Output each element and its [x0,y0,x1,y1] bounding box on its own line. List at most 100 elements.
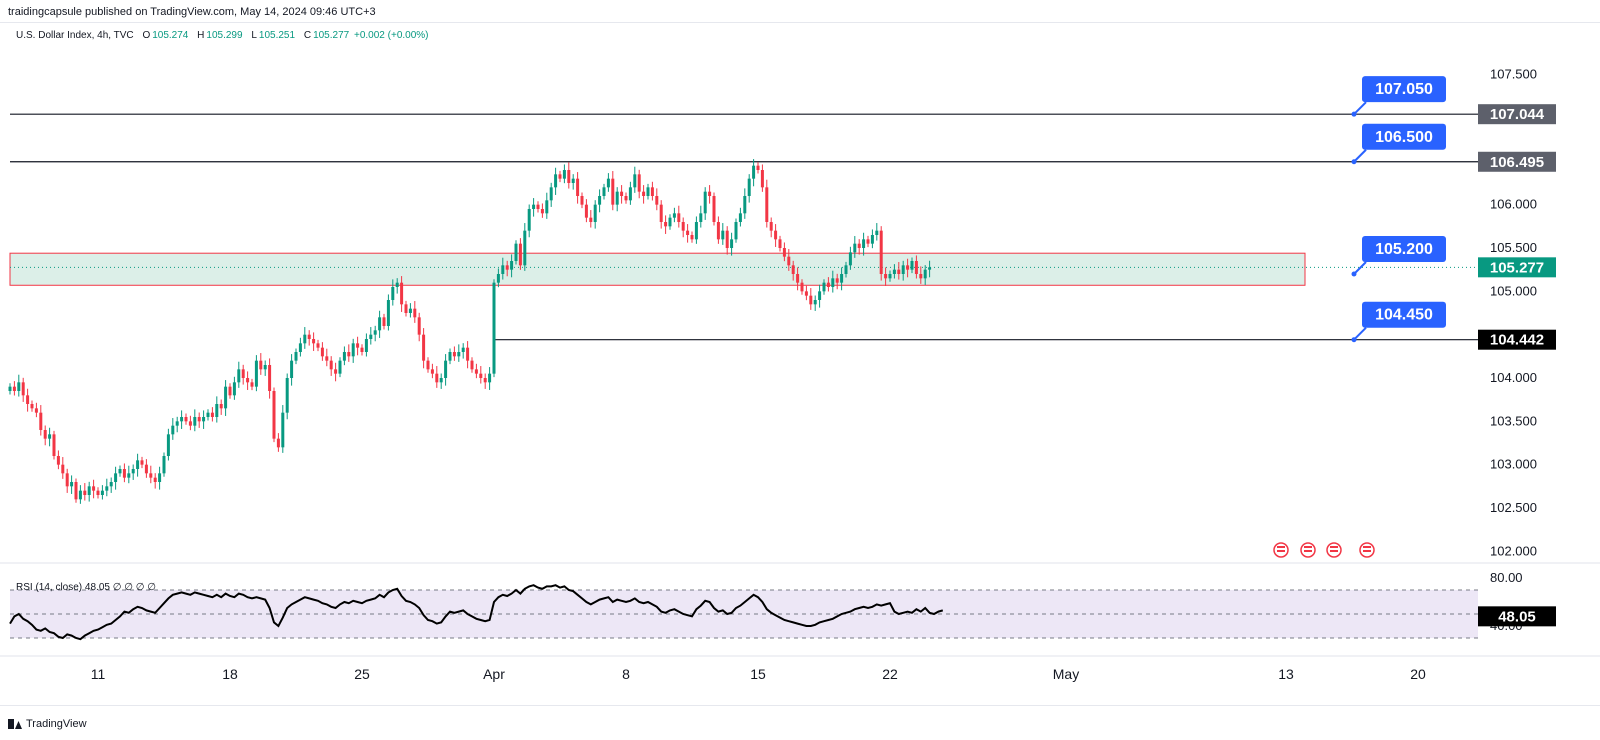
rsi-value-label-bg [1478,606,1556,627]
candle-body [576,178,580,196]
candle-body [12,386,16,391]
candle-body [598,196,602,205]
candle-body [206,412,210,417]
candle-body [914,261,918,274]
candle-body [400,282,404,305]
candle-body [664,222,668,227]
candle-body [611,178,615,205]
high-value: 105.299 [206,30,243,41]
candle-body [549,187,553,201]
candle-body [118,469,122,474]
candle-body [505,265,509,270]
candle-body [897,269,901,274]
price-callout-box[interactable] [1362,123,1446,150]
candle-body [906,265,910,270]
candle-body [831,278,835,287]
candle-body [373,330,377,335]
level-axis-label-bg [1478,151,1556,172]
candle-body [184,417,188,422]
candle-body [483,378,487,383]
candle-body [637,174,641,192]
candle-body [417,317,421,335]
candle-body [136,460,140,469]
price-callout-pointer [1353,149,1367,163]
candle-body [316,343,320,348]
candle-body [835,278,839,283]
current-price-label: 105.277 [1490,259,1544,276]
candle-body [92,486,96,491]
candle-body [127,473,131,478]
candle-body [787,256,791,266]
support-zone[interactable] [9,252,1306,286]
price-callout-box[interactable] [1362,76,1446,103]
candle-body [320,347,324,357]
price-callout-text: 107.050 [1375,81,1433,98]
time-axis-tick: 18 [222,666,238,682]
rsi-legend-value: 48.05 [84,582,110,593]
symbol-name[interactable]: U.S. Dollar Index, 4h, TVC [16,30,134,41]
candle-body [738,213,742,222]
price-callout-box[interactable] [1362,301,1446,328]
candle-body [298,343,302,352]
candle-body [254,360,258,387]
price-callout-anchor [1351,337,1357,343]
candle-body [589,217,593,222]
candle-body [65,473,69,487]
candle-body [325,356,329,361]
candle-body [294,352,298,361]
candle-body [488,373,492,383]
candle-body [180,417,184,422]
candle-body [61,464,65,474]
candle-body [334,369,338,374]
price-callout-anchor [1351,159,1357,165]
candle-body [356,343,360,348]
candle-body [620,191,624,196]
price-axis-tick: 106.000 [1490,197,1537,212]
high-label: H [197,30,205,41]
candle-body [800,282,804,292]
price-callout-text: 104.450 [1375,307,1433,324]
rsi-band [10,590,1478,638]
candle-body [342,352,346,361]
economic-event-flag [1304,546,1312,548]
candle-body [171,425,175,435]
candle-body [747,178,751,196]
candle-body [52,434,56,456]
rsi-axis-tick: 80.00 [1490,570,1523,585]
price-axis-tick: 103.500 [1490,413,1537,428]
candle-body [743,196,747,214]
zone-callout-box[interactable] [1362,236,1446,262]
candle-body [48,434,52,439]
rsi-line[interactable] [9,584,944,641]
change-value: +0.002 (+0.00%) [354,30,429,41]
time-axis-tick: 25 [354,666,370,682]
candle-body [765,187,769,222]
candle-body [668,217,672,227]
candle-body [457,352,461,357]
candle-body [276,438,280,448]
rsi-title[interactable]: RSI (14, close) [16,582,83,593]
candle-body [826,282,830,287]
candle-body [774,230,778,240]
candle-body [584,204,588,218]
candle-body [496,274,500,283]
economic-event-flag [1304,550,1312,552]
candle-body [78,490,82,500]
candle-body [149,473,153,478]
candle-body [479,373,483,378]
candle-body [523,230,527,266]
candle-body [369,334,373,339]
candle-body [527,209,531,231]
price-axis-tick: 102.500 [1490,500,1537,515]
candle-body [263,365,267,370]
chart-area[interactable] [0,22,1600,706]
candle-body [162,456,166,474]
candle-body [769,222,773,231]
candle-body [554,174,558,188]
candle-body [571,178,575,183]
candle-body [628,187,632,201]
candle-body [391,287,395,300]
candle-body [708,191,712,196]
rsi-value-label: 48.05 [1498,608,1536,625]
